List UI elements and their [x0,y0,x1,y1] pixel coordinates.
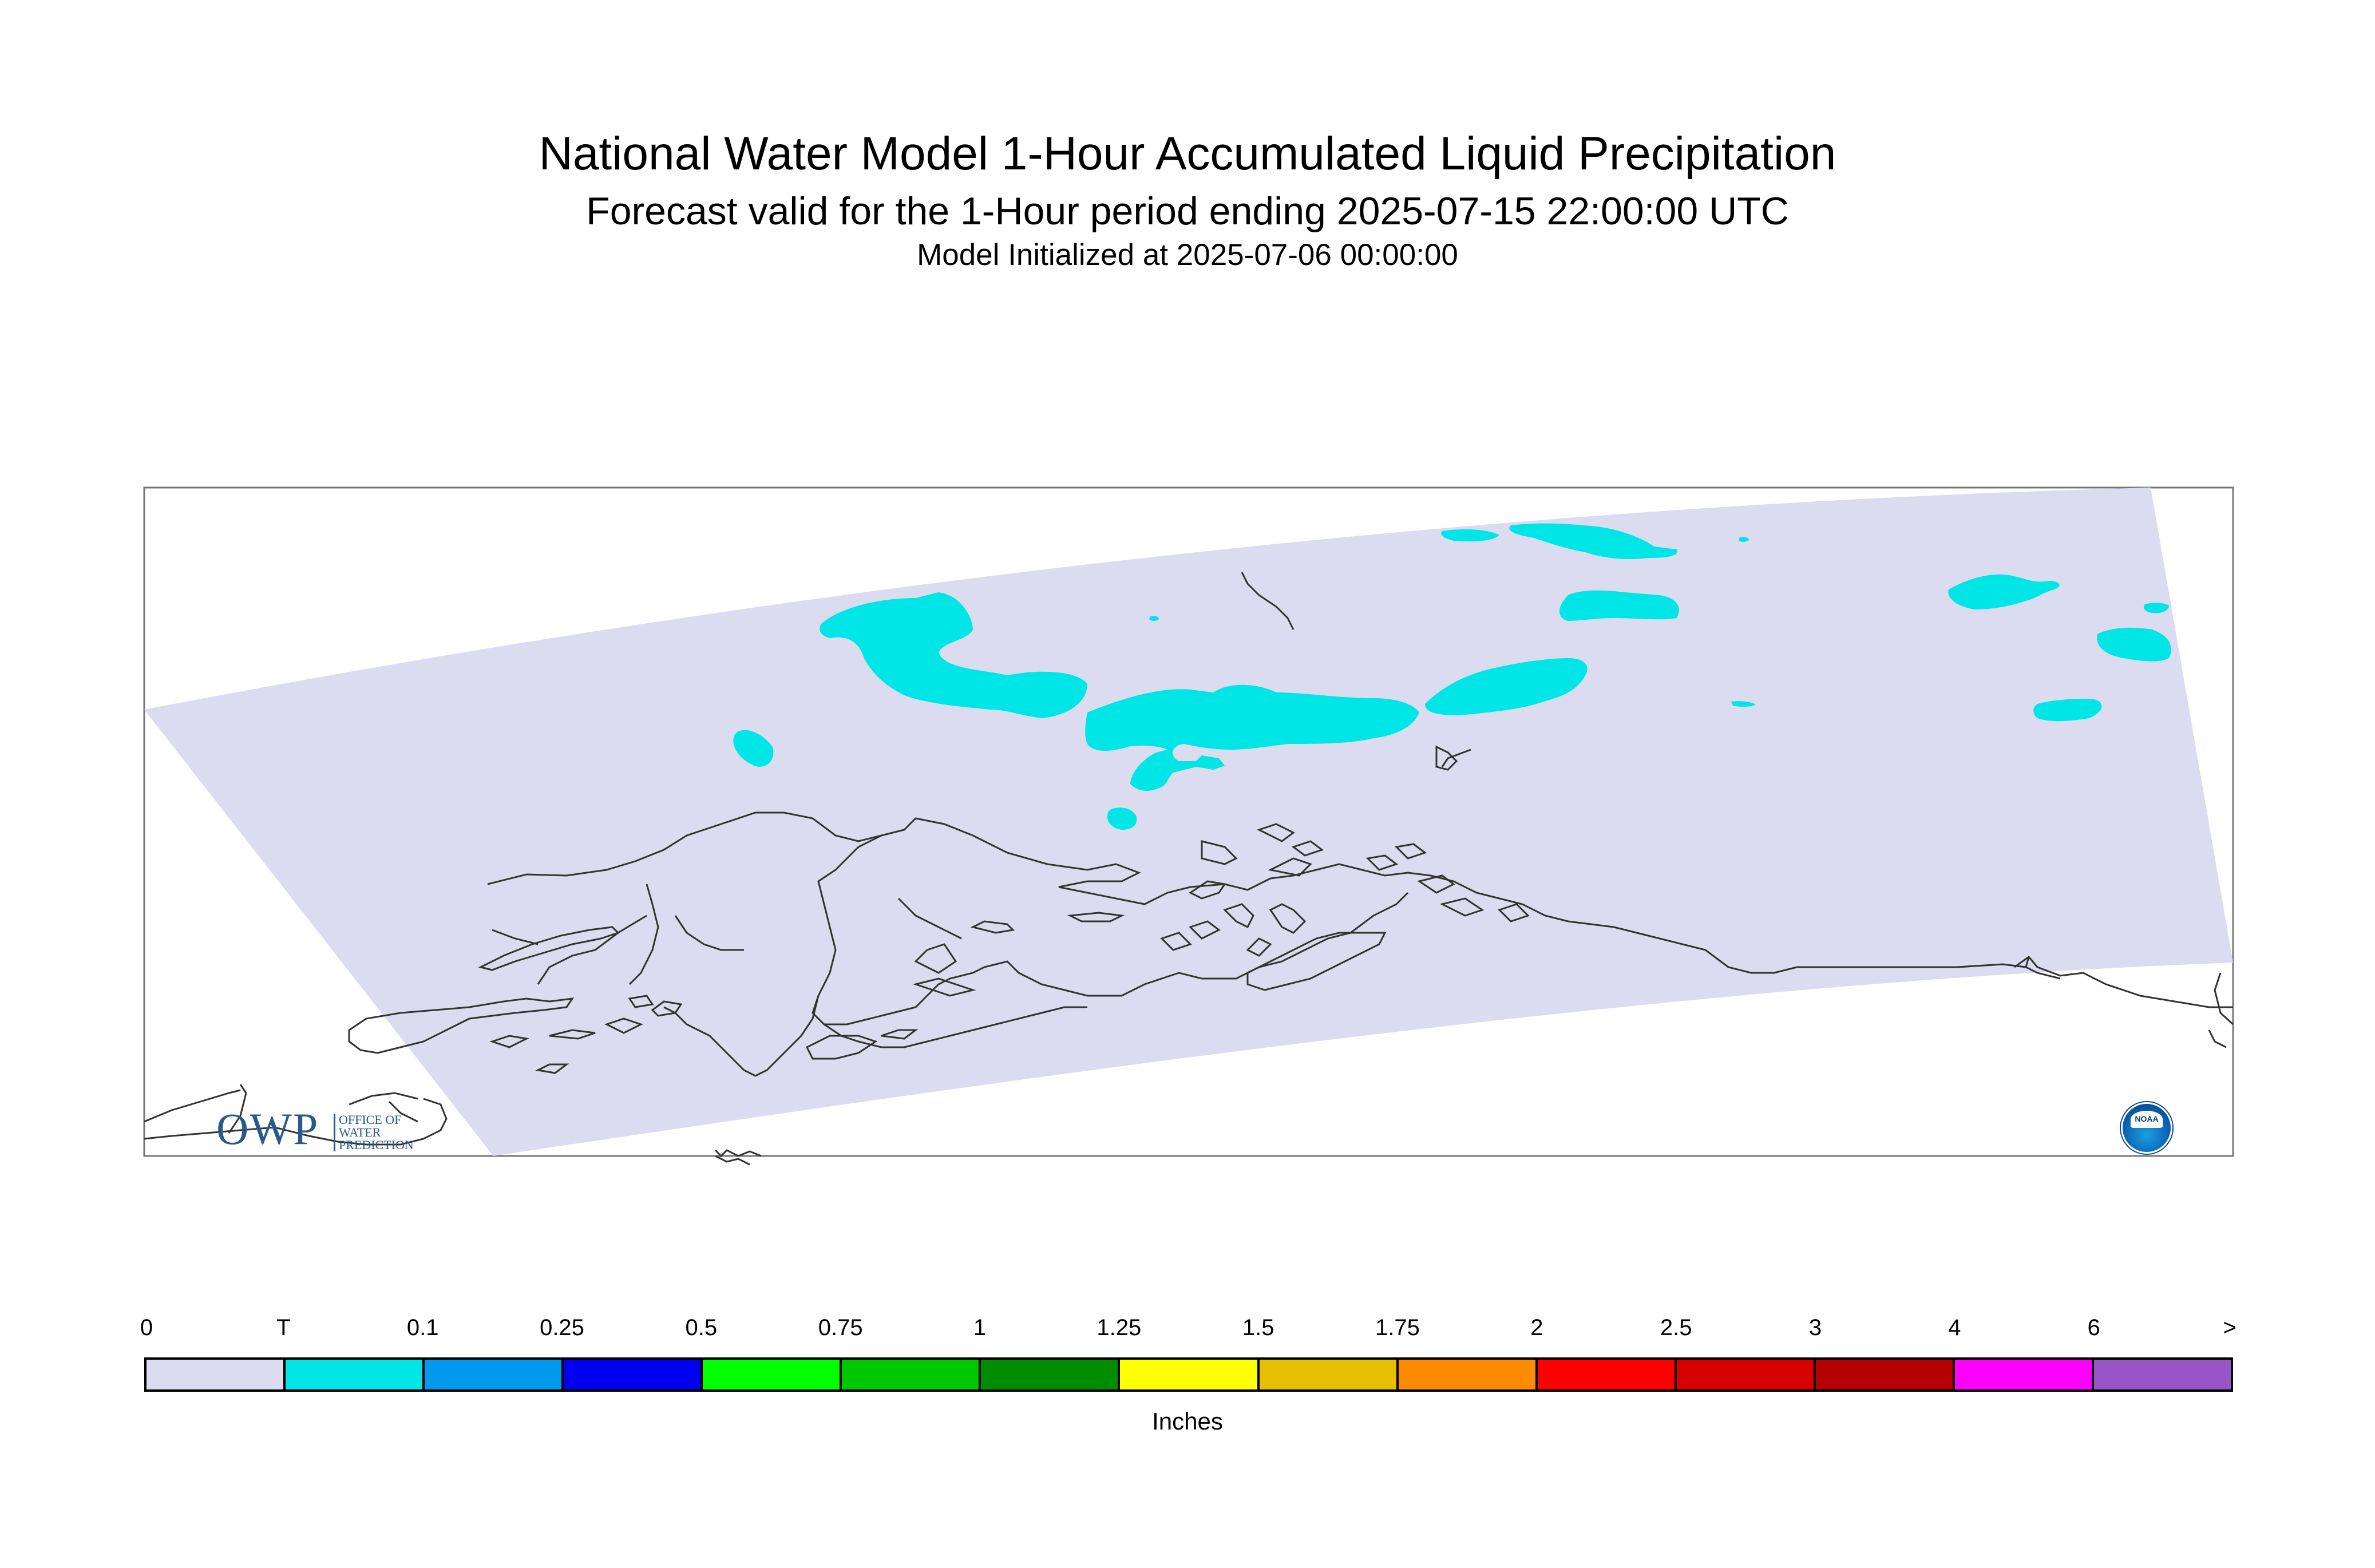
precip-area [2097,627,2171,662]
legend-units-label: Inches [1152,1408,1223,1435]
precip-area [2143,603,2169,613]
legend-tick-label: 0.25 [540,1315,584,1340]
legend-tick-label: 0.75 [818,1315,863,1340]
legend-colorbar [144,1357,2233,1392]
legend-swatch [1120,1360,1260,1389]
legend-swatch [2093,1360,2231,1389]
noaa-bird-icon [2131,1111,2163,1128]
precip-trace-areas [733,523,2171,830]
legend-swatch [1259,1360,1399,1389]
legend-swatch [981,1360,1121,1389]
precip-area [733,730,774,767]
precip-area [820,592,1087,718]
legend-swatch [1676,1360,1816,1389]
owp-logo-subtext: OFFICE OF WATER PREDICTION [334,1114,414,1151]
noaa-logo-text: NOAA [2135,1114,2159,1123]
precip-area [1085,684,1419,791]
precip-area [1425,658,1588,715]
legend-swatch [147,1360,286,1389]
legend-tick-label: 3 [1808,1315,1822,1340]
legend-tick-label: 2.5 [1660,1315,1692,1340]
legend-swatch [1954,1360,2094,1389]
precip-area [1509,523,1677,559]
legend-swatch [1537,1360,1677,1389]
legend-tick-label: 1.75 [1375,1315,1420,1340]
coastlines [144,572,2234,1166]
precip-area [2033,699,2102,722]
legend-tick-label: 4 [1948,1315,1961,1340]
precip-area [1441,529,1499,542]
map-title: National Water Model 1-Hour Accumulated … [539,128,1836,180]
legend-tick-label: > [2223,1315,2237,1340]
legend-tick-label: 2 [1530,1315,1543,1340]
model-init-line: Model Initialized at 2025-07-06 00:00:00 [917,238,1458,272]
precip-area [1739,537,1749,542]
precip-area [1149,616,1159,621]
legend-swatch [564,1360,703,1389]
precip-area [1107,807,1137,830]
legend-tick-label: 0.5 [685,1315,718,1340]
legend-tick-label: 6 [2087,1315,2100,1340]
legend-swatch [842,1360,981,1389]
precip-area [1731,701,1756,707]
legend-tick-label: T [276,1315,291,1340]
map-subtitle: Forecast valid for the 1-Hour period end… [586,189,1789,233]
legend-swatch [1398,1360,1538,1389]
model-domain [144,488,2233,1156]
map-frame [143,486,2234,1157]
owp-logo-text: OWP [216,1104,319,1154]
legend-tick-label: 0.1 [406,1315,439,1340]
legend-tick-label: 0 [140,1315,153,1340]
legend-swatch [703,1360,842,1389]
precip-area [1559,590,1679,621]
legend-swatch [425,1360,564,1389]
noaa-logo: NOAA [2121,1102,2172,1154]
legend-swatch [286,1360,425,1389]
legend-tick-label: 1 [973,1315,987,1340]
legend-tick-label: 1.5 [1242,1315,1274,1340]
precip-area [1948,574,2060,609]
legend-tick-label: 1.25 [1097,1315,1142,1340]
legend-swatch [1815,1360,1955,1389]
